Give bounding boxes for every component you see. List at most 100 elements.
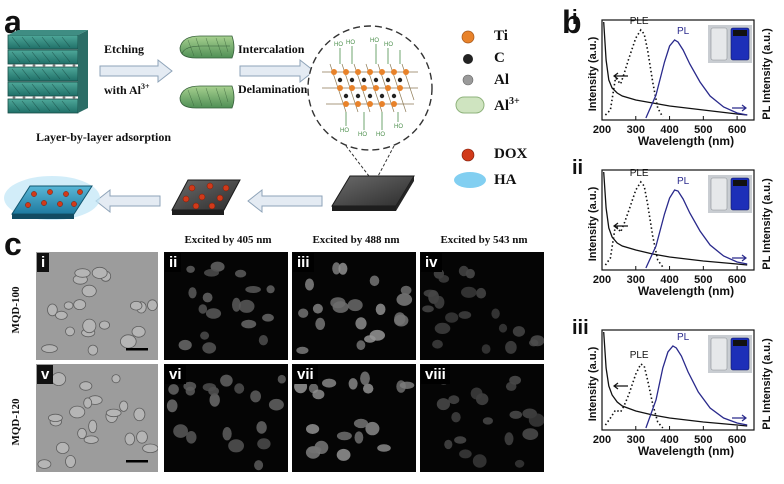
arrow-right-axis-icon (732, 414, 747, 422)
arrow-intercalation (239, 58, 315, 84)
x-tick-label: 200 (593, 274, 611, 286)
fluorescence-image: vii (292, 364, 416, 472)
y-axis-label-left: Intensity (a.u.) (587, 36, 599, 111)
x-tick-label: 300 (627, 434, 645, 446)
vial-photo (708, 25, 752, 63)
legend-al3-text: Al (494, 98, 509, 114)
legend-ti: Ti (494, 28, 508, 44)
arrow-lbl (95, 188, 161, 214)
series-pl-line (645, 189, 748, 269)
svg-text:HO: HO (394, 124, 403, 130)
x-tick-label: 200 (593, 434, 611, 446)
arrow-right-axis-icon (732, 254, 747, 262)
svg-text:HO: HO (376, 132, 385, 138)
arrow-right-axis-icon (732, 104, 747, 112)
plot-frame (601, 19, 755, 121)
col-header-543: Excited by 543 nm (440, 234, 528, 246)
brightfield-image: i (36, 252, 158, 360)
image-roman-label: v (37, 365, 54, 384)
x-tick-label: 500 (694, 124, 712, 136)
col-header-405: Excited by 405 nm (184, 234, 272, 246)
series-ple-line (604, 28, 664, 118)
label-with-al: with Al3+ (104, 82, 150, 98)
y-axis-label-left: Intensity (a.u.) (587, 346, 599, 421)
ple-label: PLE (630, 168, 649, 179)
x-tick-label: 600 (728, 434, 746, 446)
arrow-etching (99, 58, 173, 84)
x-tick-label: 500 (694, 434, 712, 446)
legend-c: C (494, 50, 505, 66)
label-lbl: Layer-by-layer adsorption (36, 130, 171, 144)
fluorescence-image: iii (292, 252, 416, 360)
row-label-mqd120: MQD-120 (10, 398, 22, 446)
x-tick-label: 300 (627, 274, 645, 286)
svg-text:HO: HO (334, 42, 343, 48)
brightfield-image: v (36, 364, 158, 472)
fluorescence-image: viii (420, 364, 544, 472)
label-with-al-sup: 3+ (141, 82, 150, 91)
label-with-al-text: with Al (104, 83, 142, 97)
x-tick-label: 400 (660, 124, 678, 136)
legend-al: Al (494, 72, 509, 88)
fluorescence-image: vi (164, 364, 288, 472)
pl-label: PL (677, 176, 690, 187)
plot-frame (601, 329, 755, 431)
arrow-left-axis-icon (613, 382, 628, 390)
series-ple-line (604, 362, 664, 429)
y-axis-label-right: PL Intensity (a.u.) (761, 178, 773, 270)
scale-bar (126, 460, 148, 463)
max-phase-crystal (7, 30, 88, 114)
image-roman-label: i (37, 253, 50, 272)
label-intercalation: Intercalation (238, 42, 305, 56)
row-label-mqd100: MQD-100 (10, 286, 22, 334)
series-absorption-line (603, 331, 748, 427)
image-roman-label: vi (165, 365, 186, 384)
x-tick-label: 300 (627, 124, 645, 136)
series-absorption-line (603, 171, 748, 266)
legend-dox: DOX (494, 146, 528, 162)
subpanel-label: i (572, 7, 578, 29)
svg-text:HO: HO (370, 38, 379, 44)
series-pl-line (645, 39, 748, 119)
ha-coated-sheet (4, 176, 100, 220)
x-axis-label: Wavelength (nm) (638, 444, 734, 458)
pl-label: PL (677, 26, 690, 37)
ple-label: PLE (630, 16, 649, 27)
subpanel-label: ii (572, 157, 583, 179)
legend-al3-sup: 3+ (509, 96, 520, 107)
panel-a: a (0, 0, 560, 230)
series-ple-line (604, 180, 664, 268)
plot-frame (601, 169, 755, 271)
pl-label: PL (677, 332, 690, 343)
dox-loaded-sheet (171, 179, 241, 215)
arrow-left-axis-icon (613, 72, 628, 80)
panel-b-letter: b (562, 4, 582, 40)
label-etching: Etching (104, 42, 145, 56)
y-axis-label-right: PL Intensity (a.u.) (761, 28, 773, 120)
cell-image-canvas (36, 252, 158, 360)
mxene-sheet (331, 175, 415, 211)
fluorescence-image: ii (164, 252, 288, 360)
legend-al3: Al3+ (494, 96, 520, 115)
x-tick-label: 600 (728, 124, 746, 136)
subpanel-label: iii (572, 317, 589, 339)
cell-image-canvas (164, 252, 288, 360)
x-tick-label: 500 (694, 274, 712, 286)
image-roman-label: vii (293, 365, 318, 384)
vial-photo (708, 335, 752, 373)
col-header-488: Excited by 488 nm (312, 234, 400, 246)
image-roman-label: ii (165, 253, 182, 272)
panel-c: c Excited by 405 nm Excited by 488 nm Ex… (0, 226, 560, 484)
y-axis-label-right: PL Intensity (a.u.) (761, 338, 773, 430)
series-absorption-line (603, 21, 748, 116)
legend-symbols (454, 30, 486, 188)
fluorescence-image: iv (420, 252, 544, 360)
label-delamination: Delamination (238, 82, 308, 96)
etched-mxene (179, 35, 235, 109)
arrow-dox-loading (247, 188, 323, 214)
x-tick-label: 400 (660, 274, 678, 286)
panel-c-letter: c (4, 226, 22, 262)
arrow-left-axis-icon (613, 222, 628, 230)
